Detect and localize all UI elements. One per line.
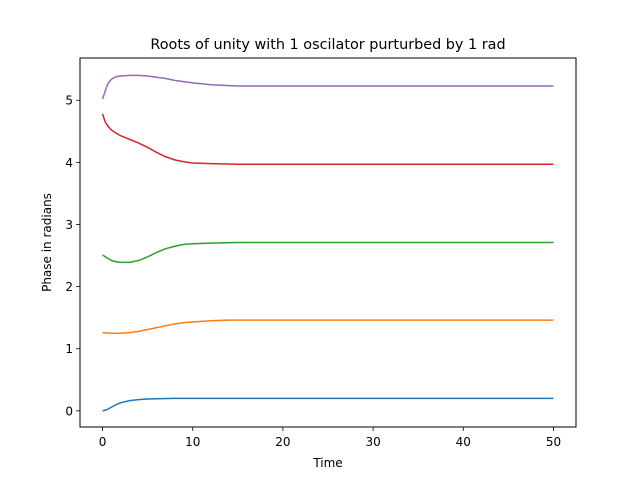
axis-ticks: 0 10 20 30 40 50 0 1 2 3 4 5 bbox=[65, 94, 561, 449]
x-axis-label: Time bbox=[312, 456, 342, 470]
y-axis-label: Phase in radians bbox=[40, 193, 54, 292]
series-line-5 bbox=[101, 74, 554, 100]
y-tick-label: 3 bbox=[65, 218, 73, 232]
x-tick-label: 20 bbox=[275, 435, 290, 449]
chart-title: Roots of unity with 1 oscilator purturbe… bbox=[150, 37, 505, 53]
series-line-1 bbox=[102, 397, 554, 412]
series-line-4 bbox=[101, 113, 554, 165]
y-tick-label: 1 bbox=[65, 342, 73, 356]
series-line-3 bbox=[102, 241, 554, 264]
plot-area-frame bbox=[79, 57, 577, 428]
x-tick-label: 0 bbox=[99, 435, 107, 449]
y-tick-label: 2 bbox=[65, 280, 73, 294]
y-tick-label: 5 bbox=[65, 94, 73, 108]
y-tick-label: 0 bbox=[65, 404, 73, 418]
x-tick-label: 30 bbox=[365, 435, 380, 449]
x-tick-label: 40 bbox=[456, 435, 471, 449]
plot-lines bbox=[101, 74, 554, 412]
x-tick-label: 50 bbox=[546, 435, 561, 449]
y-tick-label: 4 bbox=[65, 156, 73, 170]
x-tick-label: 10 bbox=[185, 435, 200, 449]
series-line-2 bbox=[102, 319, 554, 334]
